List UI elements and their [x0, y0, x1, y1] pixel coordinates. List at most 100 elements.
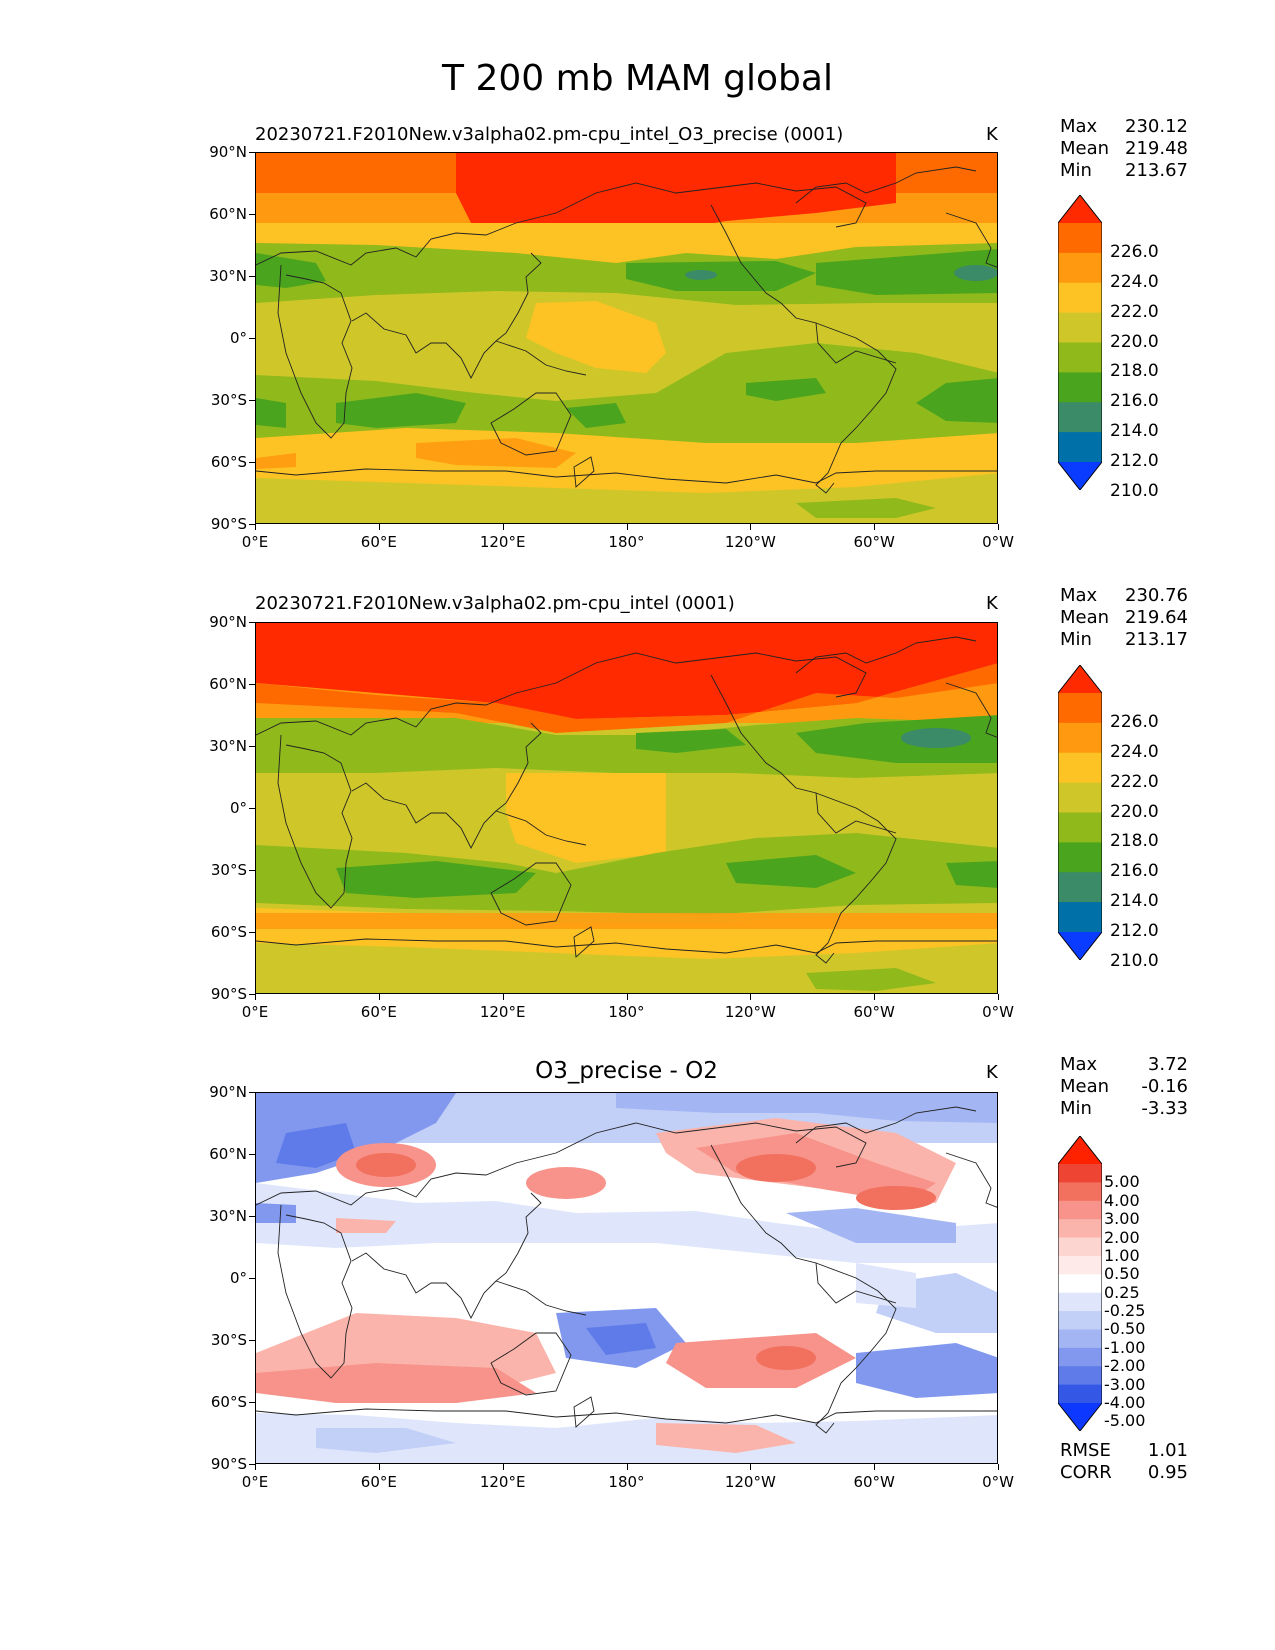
colorbar-label: -0.50 [1104, 1319, 1146, 1339]
panel2-stats: Max 230.76 Mean 219.64 Min 213.17 [1060, 585, 1188, 650]
rmse-value: 1.01 [1147, 1440, 1188, 1461]
ytick-mark [249, 1278, 255, 1279]
xtick-label: 0°E [241, 1003, 269, 1021]
xtick-mark [998, 1464, 999, 1470]
ytick-mark [249, 338, 255, 339]
ytick-mark [249, 746, 255, 747]
ytick-mark [249, 400, 255, 401]
xtick-label: 0°E [241, 533, 269, 551]
colorbar-swatch [1058, 782, 1102, 813]
ytick-mark [249, 462, 255, 463]
ytick-mark [249, 932, 255, 933]
colorbar-bottom-extension [1058, 462, 1102, 490]
ytick-label: 30°S [210, 861, 247, 879]
xtick-mark [255, 1464, 256, 1470]
ytick-label: 60°S [210, 923, 247, 941]
xtick-label: 120°W [724, 1473, 776, 1491]
panel3-title: O3_precise - O2 [535, 1058, 718, 1084]
ytick-label: 90°S [210, 515, 247, 533]
colorbar-label: 224.0 [1110, 271, 1159, 292]
xtick-mark [378, 994, 380, 1000]
colorbar-label: 212.0 [1110, 921, 1159, 941]
xtick-mark [255, 524, 256, 530]
colorbar-swatch [1058, 1164, 1102, 1183]
colorbar-swatch [1058, 1255, 1102, 1275]
xtick-mark [378, 1464, 380, 1470]
colorbar-label: 222.0 [1110, 771, 1159, 792]
colorbar-label: 220.0 [1110, 331, 1159, 352]
colorbar-label: 3.00 [1104, 1209, 1140, 1229]
ytick-label: 90°N [209, 613, 247, 631]
panel2-min: 213.17 [1125, 629, 1188, 650]
panel2-map [255, 622, 998, 994]
colorbar-swatch [1058, 1329, 1102, 1349]
xtick-mark [502, 994, 504, 1000]
xtick-label: 0°E [241, 1473, 269, 1491]
colorbar-bottom-extension [1058, 1403, 1102, 1431]
xtick-label: 120°W [724, 1003, 776, 1021]
colorbar-swatch [1058, 223, 1102, 254]
panel3-units: K [986, 1062, 998, 1083]
panel1-title: 20230721.F2010New.v3alpha02.pm-cpu_intel… [255, 124, 844, 145]
ytick-label: 30°N [209, 737, 247, 755]
colorbar-panel2 [1058, 665, 1102, 960]
ytick-label: 90°N [209, 1083, 247, 1101]
colorbar-label: 218.0 [1110, 831, 1159, 852]
panel1-max: 230.12 [1125, 116, 1188, 137]
figure-title: T 200 mb MAM global [442, 58, 833, 99]
xtick-mark [750, 1464, 752, 1470]
ytick-mark [249, 1216, 255, 1217]
colorbar-swatch [1058, 1311, 1102, 1330]
ytick-label: 60°N [209, 205, 247, 223]
ytick-label: 30°S [210, 1331, 247, 1349]
colorbar-swatch [1058, 312, 1102, 343]
colorbar-label: -4.00 [1104, 1393, 1146, 1412]
xtick-mark [750, 994, 752, 1000]
colorbar-swatch [1058, 872, 1102, 903]
xtick-label: 60°W [853, 1473, 895, 1491]
colorbar-swatch [1058, 372, 1102, 403]
ytick-label: 60°S [210, 1393, 247, 1411]
xtick-mark [874, 524, 876, 530]
xtick-mark [750, 524, 752, 530]
colorbar-label: 1.00 [1104, 1245, 1140, 1265]
xtick-label: 120°E [479, 1473, 526, 1491]
xtick-label: 0°W [982, 533, 1014, 551]
ytick-label: 60°N [209, 675, 247, 693]
colorbar-swatch [1058, 432, 1102, 463]
colorbar-label: 212.0 [1110, 451, 1159, 471]
colorbar-swatch [1058, 342, 1102, 373]
colorbar-label: -3.00 [1104, 1374, 1146, 1394]
ytick-mark [249, 524, 255, 525]
colorbar-top-extension [1058, 665, 1102, 693]
ytick-mark [249, 1154, 255, 1155]
panel3-map [255, 1092, 998, 1464]
xtick-label: 180° [608, 533, 645, 551]
panel2-units: K [986, 593, 998, 614]
panel3-metrics: RMSE 1.01 CORR 0.95 [1060, 1440, 1188, 1483]
panel1-min: 213.67 [1125, 160, 1188, 181]
panel3-max: 3.72 [1147, 1054, 1188, 1075]
ytick-label: 0° [229, 799, 247, 817]
colorbar-label: 2.00 [1104, 1227, 1140, 1247]
xtick-label: 120°E [479, 1003, 526, 1021]
xtick-label: 60°E [360, 1003, 397, 1021]
colorbar-panel1 [1058, 195, 1102, 490]
colorbar-label: -1.00 [1104, 1337, 1146, 1357]
colorbar-label: 4.00 [1104, 1190, 1140, 1210]
colorbar-swatch [1058, 1182, 1102, 1202]
colorbar-swatch [1058, 252, 1102, 284]
xtick-mark [255, 994, 256, 1000]
colorbar-label: 226.0 [1110, 711, 1159, 732]
colorbar-label: 210.0 [1110, 950, 1159, 971]
colorbar-label: 216.0 [1110, 391, 1159, 412]
ytick-mark [249, 276, 255, 277]
ytick-mark [249, 1464, 255, 1465]
colorbar-swatch [1058, 812, 1102, 843]
ytick-mark [249, 622, 255, 623]
colorbar-swatch [1058, 693, 1102, 724]
xtick-mark [874, 994, 876, 1000]
ytick-label: 30°S [210, 391, 247, 409]
colorbar-swatch [1058, 1274, 1102, 1294]
colorbar-label: 224.0 [1110, 741, 1159, 762]
